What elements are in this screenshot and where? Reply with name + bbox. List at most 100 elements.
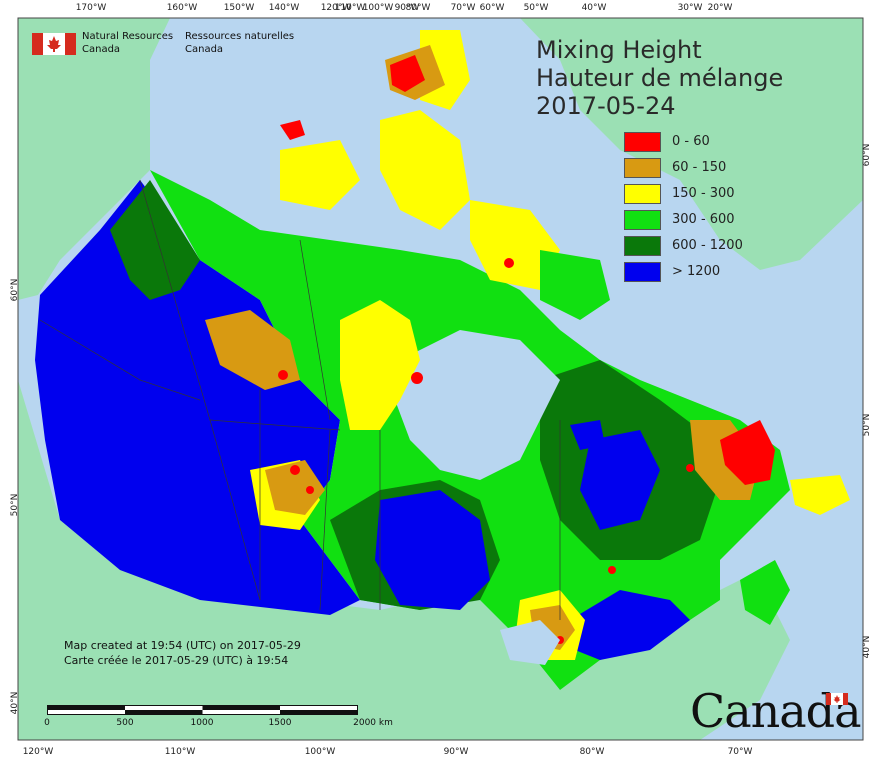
red-spot-2	[290, 465, 300, 475]
graticule-label-top: 160°W	[166, 3, 198, 13]
greenland	[520, 18, 863, 270]
legend-item: 600 - 1200	[624, 236, 784, 258]
green-arctic-5	[540, 250, 610, 320]
legend-swatch	[624, 132, 661, 152]
red-spot-1	[278, 370, 288, 380]
graticule-label-left: 60°N	[10, 278, 20, 302]
red-spot-5	[504, 258, 514, 268]
graticule-label-top: 90°W	[394, 3, 420, 13]
agency-name-fr: Ressources naturelles Canada	[185, 30, 294, 56]
blue-ontario	[375, 490, 490, 610]
blue-james	[570, 420, 605, 450]
scale-bar: 0 500 1000 1500 2000 km	[44, 704, 393, 734]
scale-label-2000: 2000 km	[353, 718, 393, 728]
red-arctic-2	[280, 120, 305, 140]
graticule-label-left: 50°N	[10, 493, 20, 517]
yellow-arctic-3	[280, 140, 360, 210]
graticule-label-right: 50°N	[862, 413, 872, 437]
graticule-label-top: 40°W	[581, 3, 607, 13]
legend-label: 300 - 600	[672, 212, 735, 227]
orange-yukon	[205, 310, 300, 390]
red-spot-3	[306, 486, 314, 494]
alaska	[18, 18, 170, 300]
graticule-label-bottom: 100°W	[304, 747, 336, 757]
agency-fr-line1: Ressources naturelles	[185, 31, 295, 42]
credit-fr: Carte créée le 2017-05-29 (UTC) à 19:54	[64, 654, 289, 667]
title-fr: Hauteur de mélange	[536, 64, 784, 92]
canada-region-darkgreen	[110, 180, 200, 300]
legend-item: 60 - 150	[624, 158, 784, 180]
hudson-bay	[395, 330, 560, 480]
legend-label: 150 - 300	[672, 186, 735, 201]
red-labrador	[720, 420, 775, 485]
map-border	[17, 17, 864, 741]
graticule-label-top: 60°W	[479, 3, 505, 13]
map-credits: Map created at 19:54 (UTC) on 2017-05-29…	[64, 638, 301, 668]
graticule-label-left: 40°N	[10, 691, 20, 715]
legend-item: > 1200	[624, 262, 784, 284]
legend-item: 150 - 300	[624, 184, 784, 206]
graticule-label-top: 170°W	[75, 3, 107, 13]
blue-quebec	[580, 430, 660, 530]
legend-swatch	[624, 158, 661, 178]
graticule-label-bottom: 70°W	[727, 747, 753, 757]
title-date: 2017-05-24	[536, 92, 676, 120]
blue-stlawrence	[570, 590, 690, 660]
great-lakes	[500, 620, 560, 665]
red-spot-7	[686, 464, 694, 472]
graticule-label-top: 80°W	[405, 3, 431, 13]
graticule-label-right: 40°N	[862, 635, 872, 659]
legend-swatch	[624, 236, 661, 256]
legend-label: 0 - 60	[672, 134, 710, 149]
canada-flag-icon	[32, 33, 76, 55]
legend-swatch	[624, 262, 661, 282]
title-en: Mixing Height	[536, 36, 702, 64]
legend-label: 60 - 150	[672, 160, 727, 175]
red-spot-6	[608, 566, 616, 574]
graticule-label-top: 100°W	[362, 3, 394, 13]
graticule-label-right: 60°N	[862, 143, 872, 167]
yellow-arctic-4	[470, 200, 560, 290]
legend-item: 0 - 60	[624, 132, 784, 154]
graticule-label-top: 30°W	[677, 3, 703, 13]
newfoundland-north	[790, 475, 850, 515]
legend-label: > 1200	[672, 264, 721, 279]
legend-label: 600 - 1200	[672, 238, 743, 253]
graticule-label-top: 70°W	[450, 3, 476, 13]
graticule-label-top: 110°W	[334, 3, 366, 13]
graticule-label-bottom: 90°W	[443, 747, 469, 757]
map-title: Mixing Height Hauteur de mélange 2017-05…	[536, 36, 783, 120]
legend-swatch	[624, 210, 661, 230]
agency-fr-line2: Canada	[185, 44, 224, 55]
yellow-arctic-1	[380, 110, 470, 230]
graticule-label-top: 50°W	[523, 3, 549, 13]
provincial-boundaries	[39, 179, 561, 620]
united-states	[18, 380, 790, 740]
scale-label-500: 500	[116, 718, 134, 728]
red-arctic-1	[390, 55, 425, 92]
credit-en: Map created at 19:54 (UTC) on 2017-05-29	[64, 639, 301, 652]
orange-alberta	[265, 460, 325, 515]
graticule-label-bottom: 80°W	[579, 747, 605, 757]
agency-en-line1: Natural Resources	[82, 31, 174, 42]
agency-en-line2: Canada	[82, 44, 121, 55]
graticule-label-top: 20°W	[707, 3, 733, 13]
legend-swatch	[624, 184, 661, 204]
newfoundland	[740, 560, 790, 625]
graticule-label-top: 140°W	[268, 3, 300, 13]
graticule-label-bottom: 110°W	[164, 747, 196, 757]
red-spot-4	[411, 372, 423, 384]
agency-name-en: Natural Resources Canada	[82, 30, 173, 56]
graticule-label-top: 150°W	[223, 3, 255, 13]
legend-item: 300 - 600	[624, 210, 784, 232]
graticule-label-bottom: 120°W	[22, 747, 54, 757]
yellow-nunavut	[340, 300, 420, 430]
scale-label-1000: 1000	[190, 718, 214, 728]
graticule-label-top: 120°W	[320, 3, 352, 13]
scale-label-1500: 1500	[268, 718, 292, 728]
scale-bar-graphic	[47, 705, 358, 715]
scale-label-0: 0	[44, 718, 50, 728]
wordmark-flag-icon	[826, 693, 848, 705]
